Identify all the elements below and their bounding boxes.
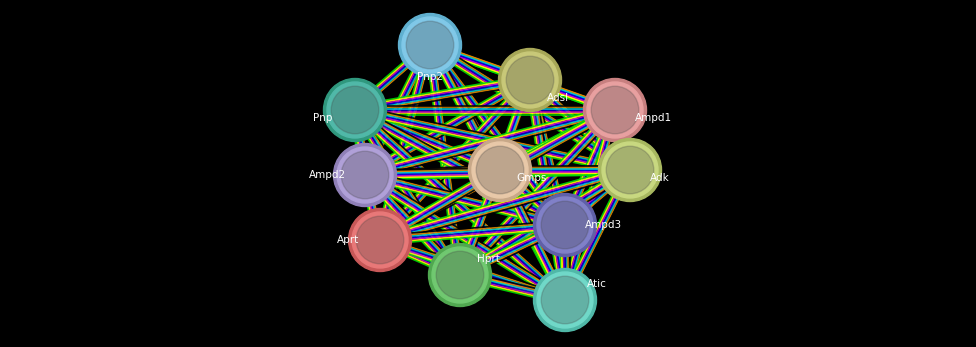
Circle shape <box>472 142 528 198</box>
Circle shape <box>337 147 393 203</box>
Circle shape <box>502 52 558 108</box>
Text: Aprt: Aprt <box>337 235 359 245</box>
Text: Atic: Atic <box>587 279 607 289</box>
Circle shape <box>542 201 589 249</box>
Circle shape <box>406 21 454 69</box>
Circle shape <box>432 247 488 303</box>
Circle shape <box>348 209 412 271</box>
Circle shape <box>352 212 408 268</box>
Circle shape <box>436 251 484 299</box>
Circle shape <box>534 194 596 256</box>
Circle shape <box>499 49 561 111</box>
Text: Hprt: Hprt <box>476 254 500 264</box>
Text: Adk: Adk <box>650 173 670 183</box>
Text: Ampd2: Ampd2 <box>308 170 346 180</box>
Text: Ampd1: Ampd1 <box>634 113 671 123</box>
Text: Pnp: Pnp <box>313 113 333 123</box>
Circle shape <box>428 244 492 306</box>
Circle shape <box>598 138 662 202</box>
Circle shape <box>402 17 458 73</box>
Text: Pnp2: Pnp2 <box>417 72 443 82</box>
Circle shape <box>602 142 658 198</box>
Circle shape <box>398 14 462 76</box>
Circle shape <box>537 272 593 328</box>
Circle shape <box>606 146 654 194</box>
Circle shape <box>323 78 386 142</box>
Circle shape <box>584 78 646 142</box>
Circle shape <box>476 146 524 194</box>
Circle shape <box>534 269 596 331</box>
Text: Gmps: Gmps <box>517 173 548 183</box>
Circle shape <box>468 138 532 202</box>
Circle shape <box>591 86 639 134</box>
Circle shape <box>587 82 643 138</box>
Circle shape <box>537 197 593 253</box>
Circle shape <box>356 216 404 264</box>
Circle shape <box>334 144 396 206</box>
Text: Ampd3: Ampd3 <box>585 220 622 230</box>
Text: Adsl: Adsl <box>547 93 569 103</box>
Circle shape <box>327 82 383 138</box>
Circle shape <box>507 56 553 104</box>
Circle shape <box>342 151 388 199</box>
Circle shape <box>542 276 589 324</box>
Circle shape <box>331 86 379 134</box>
